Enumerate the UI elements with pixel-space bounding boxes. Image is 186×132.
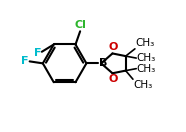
Text: B: B [99,58,107,68]
Text: O: O [108,42,118,52]
Text: F: F [34,48,41,58]
Text: CH₃: CH₃ [135,38,155,48]
Text: O: O [108,74,118,84]
Text: Cl: Cl [74,20,86,30]
Text: CH₃: CH₃ [133,80,153,90]
Text: F: F [21,56,29,66]
Text: CH₃: CH₃ [137,64,156,74]
Text: CH₃: CH₃ [137,53,156,63]
